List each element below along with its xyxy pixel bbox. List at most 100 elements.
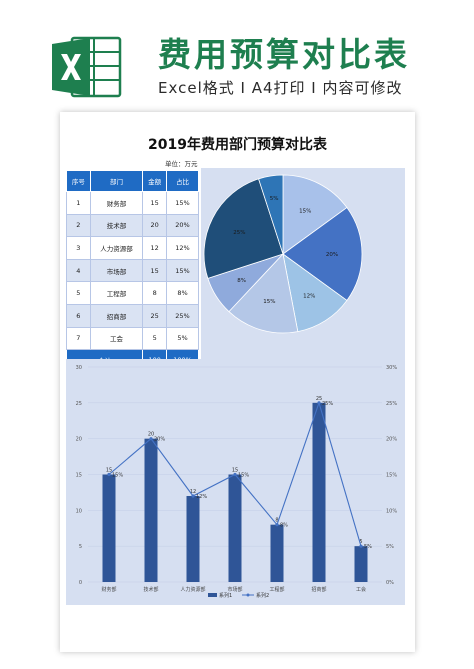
table-row: 6 招商部 25 25% (66, 303, 199, 328)
pie-chart-panel[interactable]: 15% 20% 12% 15% 8% 25% 5% (201, 168, 405, 359)
x-tick-label: 技术部 (143, 586, 158, 593)
pie-slice (228, 253, 299, 334)
y-tick-label: 15 (76, 473, 82, 479)
pie-slice-label: 15% (263, 299, 275, 305)
cell-seq[interactable]: 1 (66, 191, 91, 215)
y2-tick-label: 10% (386, 508, 397, 514)
y-tick-label: 5 (79, 544, 82, 550)
bar (270, 524, 284, 582)
line-point (359, 544, 363, 548)
legend-bar-swatch (208, 593, 217, 597)
y2-tick-label: 0% (386, 580, 394, 586)
cell-seq[interactable]: 2 (66, 213, 91, 238)
cell-amount[interactable]: 25 (142, 303, 167, 328)
cell-dept[interactable]: 市场部 (89, 258, 144, 283)
cell-dept[interactable]: 工程部 (89, 281, 144, 305)
bar-data-label: 12 (190, 489, 196, 495)
line-point (149, 437, 153, 441)
y-tick-label: 30 (76, 365, 82, 371)
header-seq: 序号 (66, 170, 91, 192)
bar (102, 474, 116, 582)
table-row: 1 财务部 15 15% (66, 191, 199, 215)
cell-amount[interactable]: 15 (142, 191, 167, 215)
cell-ratio[interactable]: 25% (166, 303, 199, 328)
bar (228, 474, 242, 582)
pie-slice (282, 174, 348, 255)
bar-data-label: 20 (148, 432, 154, 438)
y-tick-label: 20 (76, 437, 82, 443)
line-point (191, 494, 195, 498)
legend-series2: 系列2 (256, 592, 269, 599)
bar-chart-panel[interactable]: 0 5 10 15 20 25 30 0% 5% 10% 15% 20% 25% 30% 15 财务部 20 技术… (66, 359, 405, 605)
y2-tick-label: 5% (386, 544, 394, 550)
cell-dept[interactable]: 财务部 (89, 191, 144, 215)
cell-ratio[interactable]: 15% (166, 258, 199, 283)
y-tick-label: 0 (79, 580, 82, 586)
y2-tick-label: 15% (386, 473, 397, 479)
cell-seq[interactable]: 7 (66, 326, 91, 351)
line-data-label: 15% (112, 473, 123, 479)
x-tick-label: 工程部 (269, 586, 284, 593)
cell-amount[interactable]: 8 (142, 281, 167, 305)
cell-amount[interactable]: 12 (142, 236, 167, 260)
x-tick-label: 招商部 (311, 586, 326, 593)
legend-series1: 系列1 (219, 592, 232, 599)
line-point (317, 401, 321, 405)
cell-dept[interactable]: 人力资源部 (89, 236, 144, 260)
pie-slice (203, 178, 284, 279)
pie-slice-label: 15% (299, 208, 311, 214)
pie-slice-label: 20% (326, 252, 338, 258)
table-row: 5 工程部 8 8% (66, 281, 199, 305)
pie-slice (258, 174, 284, 255)
line-point (107, 472, 111, 477)
bar-data-label: 25 (316, 396, 322, 402)
line-point (233, 472, 237, 477)
cell-ratio[interactable]: 12% (166, 236, 199, 260)
cell-amount[interactable]: 5 (142, 326, 167, 351)
cell-ratio[interactable]: 8% (166, 281, 199, 305)
x-tick-label: 人力资源部 (180, 586, 205, 593)
pie-slice-label: 25% (233, 230, 245, 236)
header-dept: 部门 (89, 170, 144, 192)
x-tick-label: 市场部 (227, 586, 242, 593)
banner: 费用预算对比表 Excel格式 I A4打印 I 内容可修改 (0, 0, 474, 112)
excel-icon (52, 36, 122, 98)
cell-dept[interactable]: 技术部 (89, 213, 144, 238)
y2-tick-label: 30% (386, 365, 397, 371)
cell-amount[interactable]: 15 (142, 258, 167, 283)
banner-subtitle: Excel格式 I A4打印 I 内容可修改 (158, 79, 403, 97)
line-data-label: 5% (364, 544, 372, 550)
bar-line-chart: 0 5 10 15 20 25 30 0% 5% 10% 15% 20% 25% 30% 15 财务部 20 技术… (76, 365, 398, 599)
table-header-row: 序号 部门 金额 占比 (66, 170, 199, 192)
pie-slice-label: 5% (270, 196, 279, 202)
table-row: 2 技术部 20 20% (66, 213, 199, 238)
cell-amount[interactable]: 20 (142, 213, 167, 238)
bar (312, 402, 326, 582)
line-point (275, 523, 279, 527)
cell-ratio[interactable]: 15% (166, 191, 199, 215)
header-amount: 金额 (142, 170, 167, 192)
cell-dept[interactable]: 招商部 (89, 303, 144, 328)
x-tick-label: 工会 (356, 586, 366, 593)
cell-seq[interactable]: 4 (66, 258, 91, 283)
cell-seq[interactable]: 3 (66, 236, 91, 260)
pie-slice-label: 12% (303, 293, 315, 299)
x-tick-label: 财务部 (101, 586, 116, 593)
bar-data-label: 15 (232, 468, 238, 474)
line-data-label: 8% (280, 523, 288, 529)
bar-data-label: 5 (359, 539, 362, 545)
line-data-label: 25% (322, 401, 333, 407)
bar (186, 496, 200, 582)
spreadsheet-page: 2019年费用部门预算对比表 单位：万元 序号 部门 金额 占比 1 财务部 1… (60, 112, 415, 652)
cell-ratio[interactable]: 5% (166, 326, 199, 351)
cell-dept[interactable]: 工会 (89, 326, 144, 351)
pie-slice-label: 8% (237, 278, 246, 284)
cell-seq[interactable]: 5 (66, 281, 91, 305)
cell-ratio[interactable]: 20% (166, 213, 199, 238)
legend-line-marker (246, 593, 250, 597)
cell-seq[interactable]: 6 (66, 303, 91, 328)
budget-table: 序号 部门 金额 占比 1 财务部 15 15% 2 技术部 20 20% 3 … (65, 170, 199, 372)
header-ratio: 占比 (166, 170, 199, 192)
line-data-label: 15% (238, 473, 249, 479)
sheet-title: 2019年费用部门预算对比表 (148, 137, 327, 153)
